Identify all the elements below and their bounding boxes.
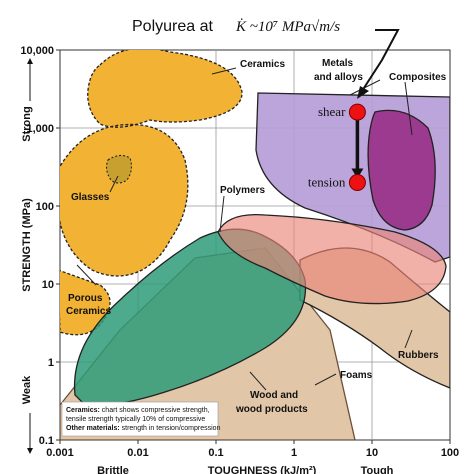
label-porous-ceramics: Ceramics	[66, 306, 111, 317]
y-tick-label: 10,000	[20, 45, 54, 57]
composites-leader	[404, 81, 413, 136]
label-wood-products: wood products	[235, 404, 308, 415]
label-porous: Porous	[68, 293, 103, 304]
porous-leader	[76, 264, 97, 286]
label-metals: Metals	[322, 58, 354, 69]
ceramics-leader	[211, 67, 237, 75]
x-tick-label: 0.1	[208, 447, 223, 459]
y-tick-label: 1	[48, 357, 54, 369]
note-line-3-bold: Other materials:	[66, 425, 120, 432]
y-tick-label: 10	[42, 279, 54, 291]
point-shear	[348, 103, 366, 121]
label-polymers: Polymers	[220, 185, 265, 196]
y-tick-label: 0.1	[39, 435, 54, 447]
label-ceramics: Ceramics	[240, 59, 285, 70]
x-end-brittle: Brittle	[97, 465, 129, 474]
x-tick-label: 100	[441, 447, 459, 459]
region-labels: Ceramics Glasses Porous Ceramics Metals …	[66, 58, 447, 415]
y-axis-title: STRENGTH (MPa)	[21, 198, 33, 292]
note-line-1-bold: Ceramics:	[66, 407, 100, 414]
x-ticks: 0.001 0.01 0.1 1 10 100	[46, 440, 459, 459]
shear-tension-arrowhead	[351, 168, 364, 179]
glasses-region	[105, 154, 133, 184]
note-line-1: Ceramics: chart shows compressive streng…	[66, 407, 210, 414]
annotation-prefix: Polyurea at	[132, 18, 213, 35]
y-end-strong: Strong	[21, 106, 33, 141]
note-line-2: tensile strength typically 10% of compre…	[66, 416, 205, 423]
foams-leader	[314, 373, 337, 386]
x-tick-label: 1	[291, 447, 297, 459]
note-line-3-rest: strength in tension/compression	[120, 425, 221, 432]
label-and-alloys: and alloys	[314, 72, 363, 83]
annotation-arrow	[361, 29, 400, 92]
label-wood-and: Wood and	[250, 390, 298, 401]
x-tick-label: 0.01	[127, 447, 148, 459]
label-glasses: Glasses	[71, 192, 110, 203]
weak-arrow-head	[27, 448, 33, 454]
strong-arrow-head	[27, 58, 33, 64]
regions	[60, 50, 450, 440]
y-tick-label: 100	[36, 201, 54, 213]
y-ticks: 0.1 1 10 100 1,000 10,000	[20, 45, 60, 447]
wood-leader	[249, 371, 267, 391]
point-tension	[348, 174, 366, 192]
point-label-tension: tension	[308, 175, 346, 190]
point-label-shear: shear	[318, 104, 346, 119]
glasses-leader	[109, 175, 119, 193]
polymers-leader	[219, 195, 225, 233]
composites-region	[367, 109, 436, 231]
y-end-weak: Weak	[21, 375, 33, 404]
x-axis-title: TOUGHNESS (kJ/m²)	[208, 465, 317, 474]
x-tick-label: 10	[366, 447, 378, 459]
annotation-arrowhead	[357, 86, 369, 99]
rubbers-leader	[404, 329, 413, 349]
x-end-tough: Tough	[361, 465, 394, 474]
y-tick-label: 1,000	[26, 123, 54, 135]
polymers-region	[217, 213, 447, 305]
label-composites: Composites	[389, 72, 447, 83]
note-box: Ceramics: chart shows compressive streng…	[61, 401, 221, 437]
label-foams: Foams	[340, 370, 373, 381]
x-tick-label: 0.001	[46, 447, 74, 459]
label-rubbers: Rubbers	[398, 350, 439, 361]
points-layer: shear tension	[308, 103, 366, 192]
annotation-formula: K̇ ~10⁷ MPa√m/s	[235, 19, 340, 35]
note-line-1-rest: chart shows compressive strength,	[100, 407, 210, 414]
note-line-3: Other materials: strength in tension/com…	[66, 425, 221, 432]
